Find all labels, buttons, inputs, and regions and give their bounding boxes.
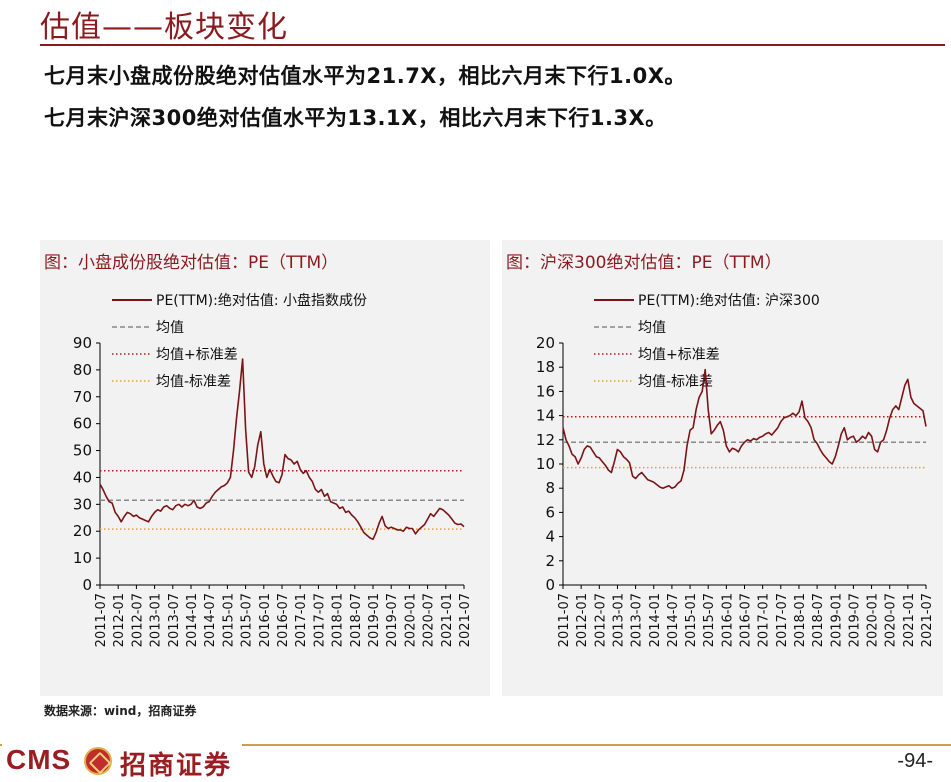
x-tick-label: 2012-01 — [112, 593, 127, 647]
x-tick-label: 2021-07 — [920, 593, 935, 647]
x-tick-label: 2013-01 — [149, 593, 164, 647]
footer-divider — [0, 744, 951, 746]
y-tick-label: 90 — [73, 334, 92, 352]
pe-series-line — [562, 368, 927, 489]
x-tick-label: 2018-07 — [349, 593, 364, 647]
x-tick-label: 2015-01 — [221, 593, 236, 647]
y-tick-label: 4 — [545, 528, 555, 546]
title-divider — [40, 44, 945, 46]
y-tick-label: 18 — [536, 358, 555, 376]
y-tick-label: 0 — [82, 576, 92, 594]
x-tick-label: 2021-01 — [440, 593, 455, 647]
summary-small-cap: 七月末小盘成份股绝对估值水平为21.7X，相比六月末下行1.0X。 — [44, 64, 686, 88]
summary-csi300: 七月末沪深300绝对估值水平为13.1X，相比六月末下行1.3X。 — [44, 106, 667, 130]
y-tick-label: 16 — [536, 382, 555, 400]
x-tick-label: 2019-07 — [385, 593, 400, 647]
x-tick-label: 2017-01 — [757, 593, 772, 647]
x-tick-label: 2020-01 — [866, 593, 881, 647]
y-tick-label: 8 — [545, 479, 555, 497]
page-number: -94- — [897, 750, 933, 772]
x-tick-label: 2019-07 — [847, 593, 862, 647]
page-title: 估值——板块变化 — [40, 10, 288, 45]
x-tick-label: 2016-07 — [739, 593, 754, 647]
chart-caption: 图：小盘成份股绝对估值：PE（TTM） — [44, 253, 339, 273]
logo-company-name: 招商证券 — [120, 751, 233, 781]
x-tick-label: 2021-07 — [458, 593, 473, 647]
x-tick-label: 2016-07 — [276, 593, 291, 647]
y-tick-label: 40 — [73, 468, 92, 486]
x-tick-label: 2020-07 — [884, 593, 899, 647]
y-tick-label: 20 — [536, 334, 555, 352]
chart-panel-small-cap: 图：小盘成份股绝对估值：PE（TTM） PE(TTM):绝对估值: 小盘指数成份… — [40, 240, 490, 696]
legend-pe-line-label: PE(TTM):绝对估值: 沪深300 — [638, 293, 820, 309]
y-tick-label: 10 — [73, 549, 92, 567]
x-tick-label: 2013-07 — [167, 593, 182, 647]
x-tick-label: 2020-01 — [403, 593, 418, 647]
legend-mean-line-label: 均值 — [638, 320, 666, 336]
y-tick-label: 60 — [73, 415, 92, 433]
x-tick-label: 2011-07 — [94, 593, 109, 647]
x-tick-label: 2014-01 — [185, 593, 200, 647]
x-tick-label: 2016-01 — [258, 593, 273, 647]
x-tick-label: 2021-01 — [902, 593, 917, 647]
x-tick-label: 2018-01 — [793, 593, 808, 647]
y-tick-label: 20 — [73, 522, 92, 540]
y-tick-label: 2 — [545, 552, 555, 570]
legend-upper-band-label: 均值+标准差 — [638, 347, 720, 363]
y-tick-label: 12 — [536, 431, 555, 449]
y-tick-label: 0 — [545, 576, 555, 594]
y-tick-label: 14 — [536, 407, 555, 425]
x-tick-label: 2017-07 — [775, 593, 790, 647]
y-tick-label: 50 — [73, 442, 92, 460]
y-tick-label: 10 — [536, 455, 555, 473]
x-tick-label: 2013-07 — [630, 593, 645, 647]
company-logo: CMS 招商证券 — [2, 742, 242, 781]
x-tick-label: 2017-07 — [312, 593, 327, 647]
pe-series-line — [99, 358, 465, 541]
x-tick-label: 2011-07 — [557, 593, 572, 647]
legend-lower-band-label: 均值-标准差 — [638, 374, 713, 390]
x-tick-label: 2012-07 — [593, 593, 608, 647]
x-tick-label: 2015-07 — [240, 593, 255, 647]
x-tick-label: 2015-01 — [684, 593, 699, 647]
x-tick-label: 2017-01 — [294, 593, 309, 647]
x-tick-label: 2012-01 — [575, 593, 590, 647]
x-tick-label: 2016-01 — [720, 593, 735, 647]
data-source-note: 数据来源：wind，招商证券 — [44, 704, 197, 718]
x-tick-label: 2019-01 — [829, 593, 844, 647]
y-tick-label: 6 — [545, 503, 555, 521]
legend-upper-band-label: 均值+标准差 — [156, 347, 238, 363]
legend-pe-line-label: PE(TTM):绝对估值: 小盘指数成份 — [156, 292, 367, 309]
logo-emblem-icon — [84, 747, 112, 775]
x-tick-label: 2014-01 — [648, 593, 663, 647]
x-tick-label: 2012-07 — [130, 593, 145, 647]
y-tick-label: 80 — [73, 361, 92, 379]
y-tick-label: 30 — [73, 495, 92, 513]
legend-mean-line-label: 均值 — [156, 320, 184, 336]
logo-cms-text: CMS — [6, 744, 72, 775]
chart-panel-csi300: 图：沪深300绝对估值：PE（TTM） PE(TTM):绝对估值: 沪深300 均… — [502, 240, 943, 696]
x-tick-label: 2020-07 — [422, 593, 437, 647]
chart-caption: 图：沪深300绝对估值：PE（TTM） — [506, 253, 782, 273]
x-tick-label: 2018-07 — [811, 593, 826, 647]
x-tick-label: 2014-07 — [666, 593, 681, 647]
x-tick-label: 2019-01 — [367, 593, 382, 647]
y-tick-label: 70 — [73, 388, 92, 406]
x-tick-label: 2014-07 — [203, 593, 218, 647]
x-tick-label: 2013-01 — [611, 593, 626, 647]
x-tick-label: 2018-01 — [331, 593, 346, 647]
x-tick-label: 2015-07 — [702, 593, 717, 647]
legend-lower-band-label: 均值-标准差 — [156, 374, 231, 390]
